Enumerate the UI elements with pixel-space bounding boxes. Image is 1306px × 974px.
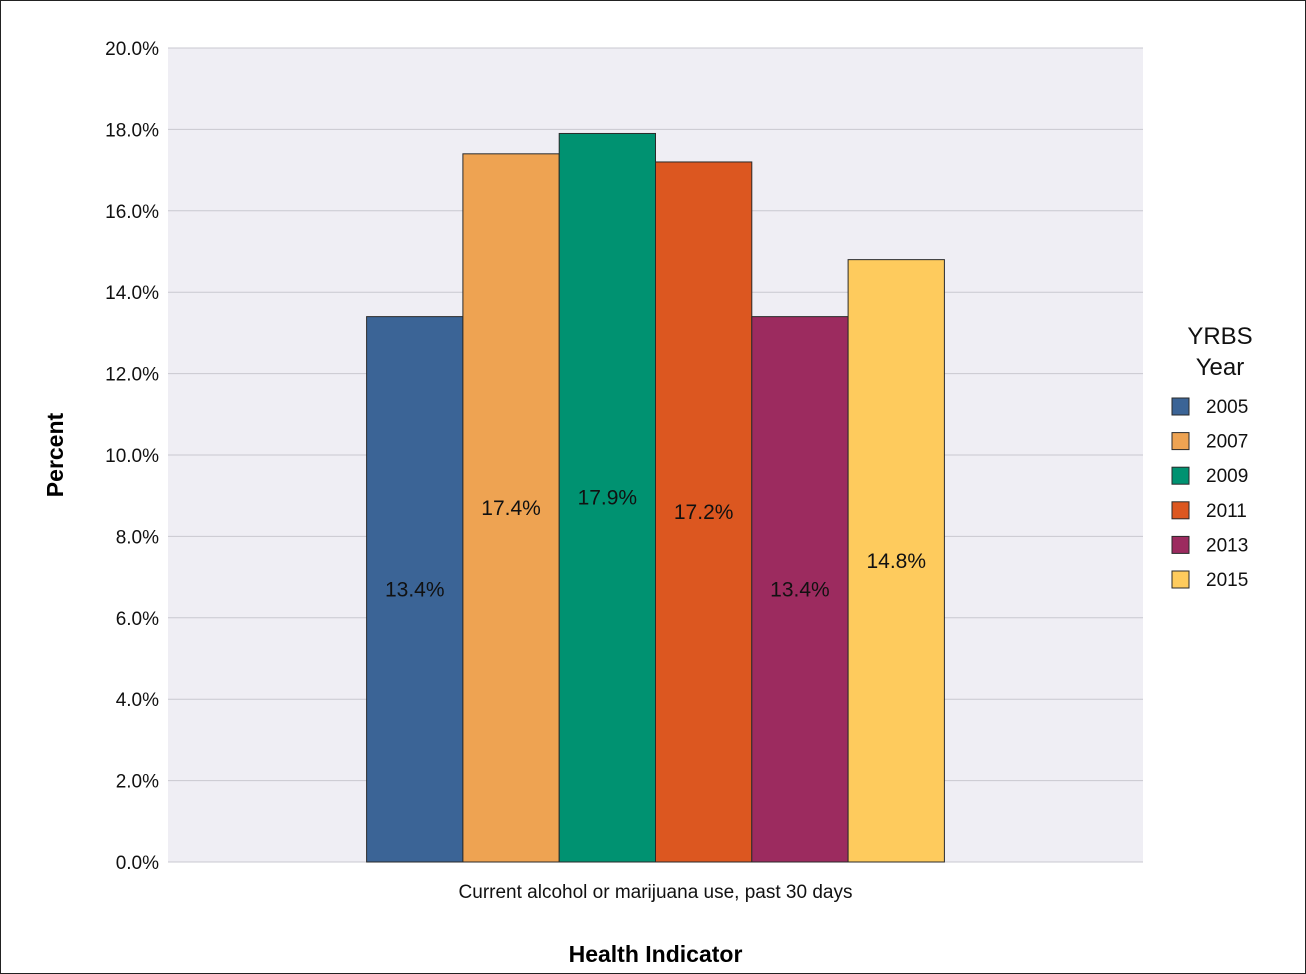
bars: [366, 132, 945, 863]
y-tick-label: 16.0%: [105, 202, 159, 223]
legend-title-line2: Year: [1196, 354, 1245, 381]
bar-2007: [462, 153, 560, 863]
legend-label-2013: 2013: [1206, 535, 1248, 556]
y-tick-label: 6.0%: [116, 609, 159, 630]
legend: YRBS Year 2005 2007 2009 2011 2013 2015: [1171, 323, 1253, 591]
bar-2015: [847, 259, 945, 863]
data-label-2007: 17.4%: [481, 497, 541, 520]
data-labels: 13.4% 17.4% 17.9% 17.2% 13.4% 14.8%: [385, 487, 926, 602]
legend-label-2009: 2009: [1206, 466, 1248, 487]
data-label-2013: 13.4%: [770, 578, 830, 601]
y-tick-label: 10.0%: [105, 446, 159, 467]
legend-swatch-2015: [1171, 570, 1190, 589]
legend-label-2015: 2015: [1206, 570, 1248, 591]
data-label-2015: 14.8%: [866, 550, 926, 573]
legend-label-2007: 2007: [1206, 432, 1248, 453]
x-axis-title: Health Indicator: [569, 941, 743, 967]
legend-swatch-2005: [1171, 397, 1190, 416]
y-axis-ticks: 0.0% 2.0% 4.0% 6.0% 8.0% 10.0% 12.0% 14.0% 16.0%…: [105, 39, 159, 874]
legend-items: 2005 2007 2009 2011 2013 2015: [1171, 397, 1248, 591]
y-tick-label: 4.0%: [116, 690, 159, 711]
y-tick-label: 20.0%: [105, 39, 159, 60]
y-tick-label: 14.0%: [105, 283, 159, 304]
y-tick-label: 0.0%: [116, 853, 159, 874]
legend-swatch-2009: [1171, 466, 1190, 485]
data-label-2009: 17.9%: [578, 487, 638, 510]
legend-swatch-2007: [1171, 432, 1190, 451]
data-label-2005: 13.4%: [385, 578, 445, 601]
data-label-2011: 17.2%: [674, 501, 734, 524]
y-tick-label: 12.0%: [105, 365, 159, 386]
y-tick-label: 18.0%: [105, 120, 159, 141]
legend-swatch-2011: [1171, 501, 1190, 520]
legend-label-2005: 2005: [1206, 397, 1248, 418]
legend-swatch-2013: [1171, 535, 1190, 554]
y-axis-title: Percent: [42, 412, 68, 497]
bar-2013: [751, 316, 849, 863]
x-category-label: Current alcohol or marijuana use, past 3…: [459, 882, 853, 903]
legend-label-2011: 2011: [1206, 501, 1247, 522]
y-tick-label: 2.0%: [116, 772, 159, 793]
legend-title-line1: YRBS: [1187, 323, 1252, 350]
bar-2011: [655, 161, 753, 863]
y-tick-label: 8.0%: [116, 527, 159, 548]
